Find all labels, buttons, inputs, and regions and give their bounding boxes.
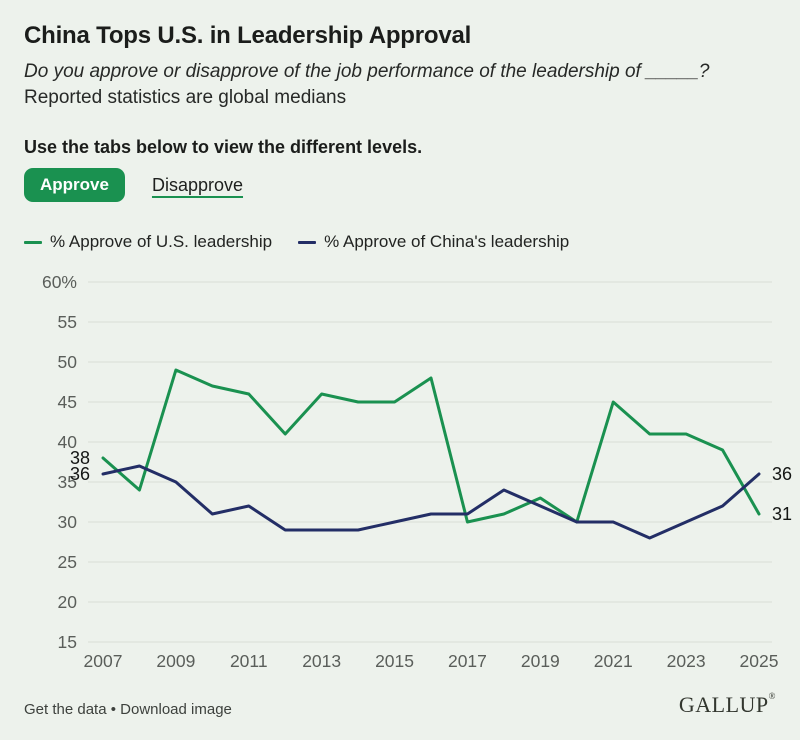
y-axis-tick-label: 15 xyxy=(58,632,77,652)
x-axis-tick-label: 2013 xyxy=(302,651,341,671)
china-leadership-line xyxy=(101,464,761,540)
y-axis-tick-label: 35 xyxy=(58,472,77,492)
y-axis-tick-label: 60% xyxy=(42,272,77,292)
get-the-data-link[interactable]: Get the data xyxy=(24,701,107,718)
x-axis-tick-label: 2015 xyxy=(375,651,414,671)
china-line-swatch-icon xyxy=(298,240,317,244)
us-line-swatch-icon xyxy=(24,240,42,244)
y-axis-tick-label: 50 xyxy=(58,352,78,372)
y-axis-tick-label: 45 xyxy=(58,392,77,412)
tab-approve[interactable]: Approve xyxy=(24,168,125,203)
us-leadership-line xyxy=(101,368,761,524)
x-axis-tick-label: 2017 xyxy=(448,651,487,671)
x-axis-tick-label: 2011 xyxy=(230,651,268,671)
legend-label-china: % Approve of China's leadership xyxy=(324,232,570,252)
registered-mark-icon: ® xyxy=(768,691,776,701)
x-axis-tick-label: 2019 xyxy=(521,651,560,671)
download-image-link[interactable]: Download image xyxy=(120,701,232,718)
chart-legend: % Approve of U.S. leadership % Approve o… xyxy=(24,232,776,252)
data-point-label: 36 xyxy=(70,464,90,484)
legend-item-china: % Approve of China's leadership xyxy=(298,232,569,252)
page-title: China Tops U.S. in Leadership Approval xyxy=(24,22,472,49)
survey-note: Reported statistics are global medians xyxy=(24,86,347,108)
x-axis-tick-label: 2009 xyxy=(156,651,195,671)
x-axis-tick-label: 2007 xyxy=(84,651,123,671)
data-point-label: 31 xyxy=(772,504,792,524)
survey-question: Do you approve or disapprove of the job … xyxy=(24,61,710,82)
y-axis-tick-label: 30 xyxy=(58,512,78,532)
footer-separator: • xyxy=(106,701,121,718)
data-point-label: 38 xyxy=(70,448,90,468)
footer: Get the data • Download image GALLUP® xyxy=(24,692,776,719)
tab-disapprove[interactable]: Disapprove xyxy=(151,174,244,195)
x-axis-tick-label: 2025 xyxy=(740,651,779,671)
x-axis-tick-label: 2021 xyxy=(594,651,633,671)
gallup-wordmark: GALLUP xyxy=(678,692,769,717)
legend-item-us: % Approve of U.S. leadership xyxy=(24,232,272,252)
y-axis-tick-label: 25 xyxy=(58,552,77,572)
tabs-instruction: Use the tabs below to view the different… xyxy=(24,137,423,158)
legend-label-us: % Approve of U.S. leadership xyxy=(50,232,273,252)
footer-links: Get the data • Download image xyxy=(24,701,232,718)
tab-bar: Approve Disapprove xyxy=(24,168,776,203)
gallup-logo: GALLUP® xyxy=(679,692,776,718)
data-point-label: 36 xyxy=(772,464,792,484)
y-axis-tick-label: 20 xyxy=(58,592,78,612)
y-axis-tick-label: 55 xyxy=(58,312,77,332)
x-axis-tick-label: 2023 xyxy=(667,651,706,671)
y-axis-tick-label: 40 xyxy=(58,432,78,452)
